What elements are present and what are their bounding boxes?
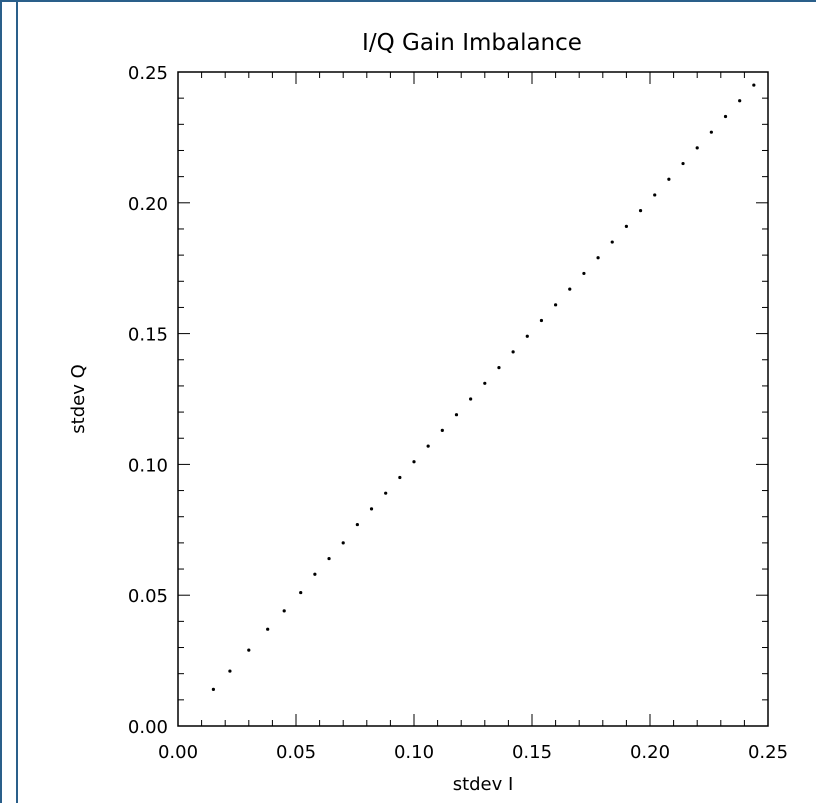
data-point [511, 350, 515, 354]
data-point [596, 256, 600, 260]
data-point [384, 491, 388, 495]
y-axis-label: stdev Q [68, 364, 89, 433]
x-tick-label: 0.10 [394, 742, 434, 763]
data-point [610, 240, 614, 244]
data-point [539, 318, 544, 323]
x-tick-labels: 0.00 0.05 0.10 0.15 0.20 0.25 [158, 742, 788, 763]
data-point [752, 83, 756, 87]
data-point [738, 99, 742, 103]
y-tick-label: 0.10 [128, 455, 168, 476]
data-point [709, 130, 713, 134]
data-point [638, 209, 643, 213]
data-point [497, 366, 501, 370]
x-tick-label: 0.20 [630, 742, 670, 763]
x-axis-label: stdev I [453, 774, 514, 795]
data-point [469, 397, 473, 401]
x-tick-label: 0.05 [276, 742, 316, 763]
data-point [723, 114, 728, 119]
x-tick-label: 0.25 [748, 742, 788, 763]
data-points [211, 83, 756, 691]
data-point [211, 687, 215, 691]
data-point [426, 444, 430, 448]
x-tick-label: 0.00 [158, 742, 198, 763]
data-point [327, 556, 331, 561]
y-tick-label: 0.00 [128, 717, 168, 738]
chart-title: I/Q Gain Imbalance [362, 30, 582, 56]
data-point [554, 303, 558, 307]
data-point [582, 271, 586, 276]
plot-area [177, 71, 769, 727]
data-point [228, 669, 232, 673]
data-point [568, 287, 572, 291]
data-point [341, 541, 345, 545]
data-point [369, 507, 374, 511]
data-point [398, 475, 402, 480]
data-point [525, 334, 529, 338]
data-point [483, 381, 487, 385]
data-point [266, 627, 270, 631]
y-tick-label: 0.15 [128, 325, 168, 346]
y-tick-label: 0.05 [128, 586, 168, 607]
data-point [282, 609, 286, 613]
data-point [412, 460, 416, 464]
data-point [313, 572, 317, 576]
data-point [247, 648, 251, 652]
data-point [695, 146, 699, 150]
y-tick-label: 0.25 [128, 63, 168, 84]
data-point [624, 224, 629, 228]
data-point [667, 177, 671, 181]
data-point [355, 522, 359, 527]
data-point [681, 161, 685, 166]
x-tick-label: 0.15 [512, 742, 552, 763]
ticks-layer [177, 71, 769, 727]
y-tick-labels: 0.00 0.05 0.10 0.15 0.20 0.25 [128, 63, 168, 738]
data-point [440, 428, 444, 432]
data-point [299, 590, 303, 595]
data-point [653, 193, 657, 197]
data-point [454, 413, 459, 417]
y-tick-label: 0.20 [128, 194, 168, 215]
